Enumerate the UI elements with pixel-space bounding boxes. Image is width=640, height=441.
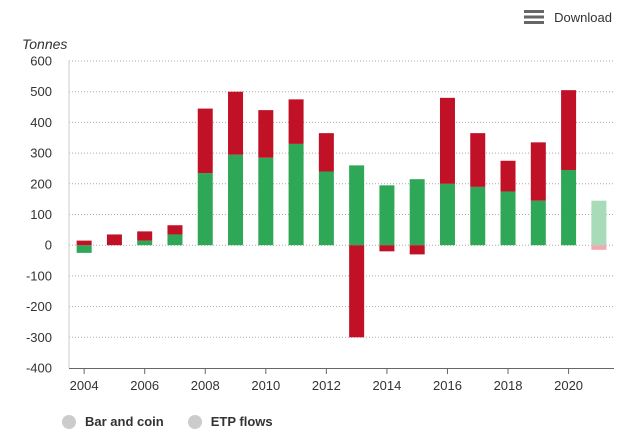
legend-item-etp-flows[interactable]: ETP flows — [187, 414, 273, 429]
y-tick-label: 100 — [30, 207, 52, 222]
y-tick-label: 400 — [30, 115, 52, 130]
bar-segment-bar-and-coin[interactable] — [379, 185, 395, 246]
bar-segment-etp-flows[interactable] — [379, 245, 395, 252]
hamburger-menu-icon — [524, 10, 545, 24]
bar-segment-bar-and-coin[interactable] — [470, 186, 486, 246]
bar-segment-bar-and-coin[interactable] — [439, 183, 455, 246]
bar-segment-etp-flows[interactable] — [591, 245, 607, 250]
bar-segment-etp-flows[interactable] — [167, 225, 183, 235]
bar-segment-bar-and-coin[interactable] — [591, 200, 607, 246]
bar-segment-etp-flows[interactable] — [439, 97, 455, 184]
bar-segment-bar-and-coin[interactable] — [137, 240, 153, 246]
bar-segment-bar-and-coin[interactable] — [288, 143, 304, 246]
bar-segment-bar-and-coin[interactable] — [530, 200, 546, 246]
bar-segment-etp-flows[interactable] — [530, 142, 546, 201]
bar-segment-bar-and-coin[interactable] — [318, 171, 334, 246]
bar-segment-bar-and-coin[interactable] — [561, 169, 577, 246]
legend-item-bar-and-coin[interactable]: Bar and coin — [62, 414, 164, 429]
legend-marker-etp-flows — [187, 414, 202, 429]
x-tick-label: 2018 — [494, 378, 523, 393]
bar-segment-bar-and-coin[interactable] — [228, 154, 244, 246]
bar-segment-etp-flows[interactable] — [318, 133, 334, 172]
bar-segment-etp-flows[interactable] — [409, 245, 425, 255]
bar-segment-bar-and-coin[interactable] — [409, 179, 425, 246]
bar-segment-etp-flows[interactable] — [500, 160, 516, 192]
y-tick-label: 500 — [30, 84, 52, 99]
x-tick-label: 2014 — [372, 378, 401, 393]
bar-segment-etp-flows[interactable] — [197, 108, 213, 174]
bar-segment-etp-flows[interactable] — [106, 234, 122, 246]
bar-segment-etp-flows[interactable] — [258, 110, 274, 158]
y-axis-ticks: 600 500 400 300 200 100 0 -100 -200 -300 -400 — [26, 54, 52, 376]
y-tick-label: 200 — [30, 176, 52, 191]
bar-segment-etp-flows[interactable] — [349, 245, 365, 338]
bar-segment-bar-and-coin[interactable] — [258, 157, 274, 246]
legend: Bar and coin ETP flows — [62, 414, 297, 429]
legend-marker-bar-and-coin — [62, 414, 76, 429]
y-tick-label: 300 — [30, 146, 52, 161]
y-tick-label: 600 — [30, 54, 52, 69]
bar-segment-etp-flows[interactable] — [470, 133, 486, 187]
bar-segment-bar-and-coin[interactable] — [167, 234, 183, 246]
bar-segment-bar-and-coin[interactable] — [349, 165, 365, 246]
bar-segment-etp-flows[interactable] — [137, 231, 153, 241]
bar-segment-etp-flows[interactable] — [288, 99, 304, 144]
bar-segment-etp-flows[interactable] — [228, 91, 244, 155]
y-tick-label: -300 — [26, 330, 52, 345]
x-tick-label: 2016 — [433, 378, 462, 393]
bar-segment-etp-flows[interactable] — [561, 90, 577, 170]
y-tick-label: -400 — [26, 361, 52, 376]
chart-bars — [76, 90, 607, 338]
chart-gridlines — [68, 60, 614, 368]
y-tick-label: -100 — [26, 268, 52, 283]
legend-label-bar-and-coin: Bar and coin — [85, 414, 164, 429]
bar-segment-bar-and-coin[interactable] — [500, 191, 516, 246]
x-tick-label: 2020 — [554, 378, 583, 393]
bar-segment-etp-flows[interactable] — [76, 240, 92, 246]
y-tick-label: 0 — [45, 238, 52, 253]
x-tick-label: 2004 — [70, 378, 99, 393]
x-tick-label: 2008 — [191, 378, 220, 393]
x-tick-label: 2012 — [312, 378, 341, 393]
bar-segment-bar-and-coin[interactable] — [197, 173, 213, 246]
legend-label-etp-flows: ETP flows — [210, 414, 273, 429]
y-axis-title: Tonnes — [22, 36, 67, 52]
download-button[interactable]: Download — [524, 7, 612, 27]
bar-segment-bar-and-coin[interactable] — [76, 245, 92, 253]
y-tick-label: -200 — [26, 299, 52, 314]
x-tick-label: 2010 — [251, 378, 280, 393]
x-axis: 2004 2006 2008 2010 2012 2014 2016 2018 2020 — [69, 368, 614, 393]
download-label: Download — [554, 9, 612, 25]
x-tick-label: 2006 — [130, 378, 159, 393]
